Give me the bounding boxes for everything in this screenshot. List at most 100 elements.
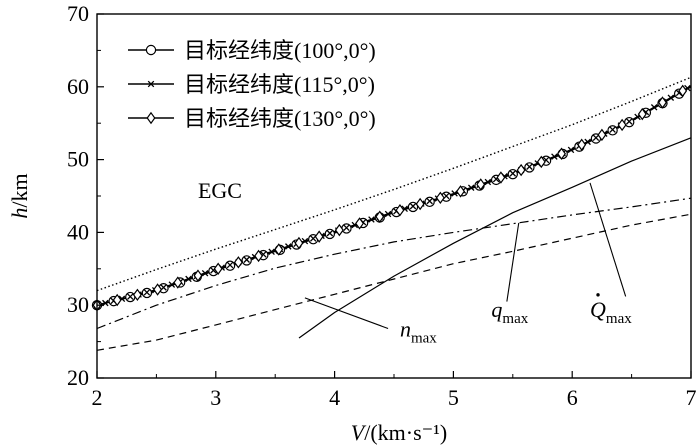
series-1-marker-69 <box>667 94 675 101</box>
annotation-sub-2: max <box>502 311 528 327</box>
series-1-marker-28 <box>326 229 334 237</box>
series-2-marker-10 <box>294 236 304 250</box>
series-2-marker-11 <box>314 230 324 243</box>
series-line-5 <box>96 197 692 330</box>
legend: 目标经纬度(100°,0°) 目标经纬度(115°,0°) 目标经纬度(130°,0… <box>128 38 376 131</box>
series-1-marker-33 <box>368 216 375 223</box>
series-2-marker-13 <box>355 217 365 230</box>
legend-marker-0 <box>145 44 157 56</box>
x-tick-label-5: 7 <box>686 385 697 410</box>
series-2-marker-8 <box>254 249 264 263</box>
x-tick-label-4: 6 <box>567 385 578 410</box>
annotation-leader-1 <box>304 297 389 330</box>
annotation-base-3: Q <box>590 297 606 322</box>
series-1-marker-30 <box>343 224 350 232</box>
x-axis-label-unit: /(km·s⁻¹) <box>364 420 447 445</box>
annotation-label-3: Qmax <box>590 297 632 327</box>
series-1-marker-35 <box>384 210 392 218</box>
series-2-marker-20 <box>496 171 506 184</box>
legend-label-2: 目标经纬度(130°,0°) <box>184 106 376 131</box>
series-line-6 <box>298 137 692 339</box>
series-1-marker-18 <box>243 256 250 263</box>
y-tick-label-0: 20 <box>67 365 89 390</box>
series-1-marker-62 <box>609 126 616 133</box>
series-1-marker-40 <box>426 197 433 205</box>
series-2-marker-26 <box>617 118 627 132</box>
series-1-marker-60 <box>592 134 600 142</box>
series-2-marker-3 <box>153 283 163 296</box>
series-1-marker-23 <box>285 243 292 250</box>
legend-label-0: 目标经纬度(100°,0°) <box>184 38 376 63</box>
series-2-marker-16 <box>415 197 425 211</box>
axes-layer: 2 3 4 5 6 7 20 30 40 50 60 70 V/(km·s⁻¹) h/km <box>7 1 697 445</box>
y-axis-label-unit: /km <box>7 173 32 207</box>
series-2-marker-7 <box>233 256 243 269</box>
series-2-marker-21 <box>516 163 526 177</box>
series-2-marker-1 <box>112 293 122 307</box>
legend-marker-1 <box>147 80 155 88</box>
markers-layer <box>91 84 691 312</box>
annotation-label-0: EGC <box>198 178 242 203</box>
y-tick-label-5: 70 <box>67 1 89 26</box>
series-1-marker-50 <box>509 170 517 177</box>
series-1-marker-21 <box>268 248 275 255</box>
series-2-marker-15 <box>395 203 405 217</box>
annotation-base-1: n <box>400 317 411 342</box>
y-axis-label: h/km <box>7 173 32 218</box>
annotation-sub-3: max <box>606 311 632 327</box>
series-1-marker-13 <box>201 269 209 277</box>
series-2-marker-14 <box>375 210 385 223</box>
series-2-marker-28 <box>658 96 667 109</box>
series-1-marker-38 <box>409 202 417 210</box>
series-1-marker-45 <box>467 184 475 191</box>
series-2-marker-6 <box>213 262 223 275</box>
plot-frame <box>96 13 692 379</box>
series-2-marker-17 <box>435 191 445 205</box>
x-axis-label: V/(km·s⁻¹) <box>351 420 447 445</box>
series-2-marker-23 <box>557 147 566 160</box>
series-2-marker-29 <box>678 84 688 98</box>
legend-marker-2 <box>146 111 156 125</box>
x-tick-label-3: 5 <box>448 385 459 410</box>
y-axis-label-var: h <box>7 208 32 219</box>
series-2-marker-9 <box>274 243 284 256</box>
series-2-marker-2 <box>132 288 142 302</box>
series-2-marker-24 <box>577 138 587 151</box>
series-2-marker-12 <box>334 223 344 237</box>
y-tick-label-4: 60 <box>67 74 89 99</box>
y-tick-label-1: 30 <box>67 292 89 317</box>
series-line-3 <box>96 76 692 292</box>
series-2-marker-19 <box>476 178 486 191</box>
series-1-marker-11 <box>185 275 192 283</box>
series-1-marker-52 <box>526 163 533 170</box>
y-tick-label-3: 50 <box>67 147 89 172</box>
x-tick-label-1: 3 <box>210 385 221 410</box>
annotation-label-2: qmax <box>491 297 528 327</box>
annotation-label-1: nmax <box>400 317 437 347</box>
series-1-marker-47 <box>484 178 492 186</box>
series-2-marker-4 <box>173 276 183 289</box>
x-axis-label-var: V <box>351 420 367 445</box>
annotation-base-0: EGC <box>198 178 242 203</box>
series-2-marker-27 <box>637 107 647 121</box>
series-1-marker-57 <box>567 146 575 154</box>
series-1-marker-6 <box>143 289 151 296</box>
series-1-marker-55 <box>551 153 558 160</box>
series-2-marker-25 <box>597 128 607 142</box>
series-2-marker-22 <box>536 155 546 169</box>
x-tick-label-0: 2 <box>92 385 103 410</box>
series-line-4 <box>96 213 692 351</box>
y-tick-label-2: 40 <box>67 219 89 244</box>
series-1-marker-67 <box>650 104 658 111</box>
series-1-marker-59 <box>584 138 591 146</box>
legend-label-1: 目标经纬度(115°,0°) <box>184 72 375 97</box>
x-tick-label-2: 4 <box>329 385 340 410</box>
annotation-base-2: q <box>491 297 502 322</box>
series-2-marker-5 <box>193 269 203 282</box>
annotation-leader-2 <box>506 222 520 302</box>
series-1-marker-16 <box>226 261 234 269</box>
annotation-sub-1: max <box>411 331 437 347</box>
annotation-dot-3 <box>596 293 600 297</box>
